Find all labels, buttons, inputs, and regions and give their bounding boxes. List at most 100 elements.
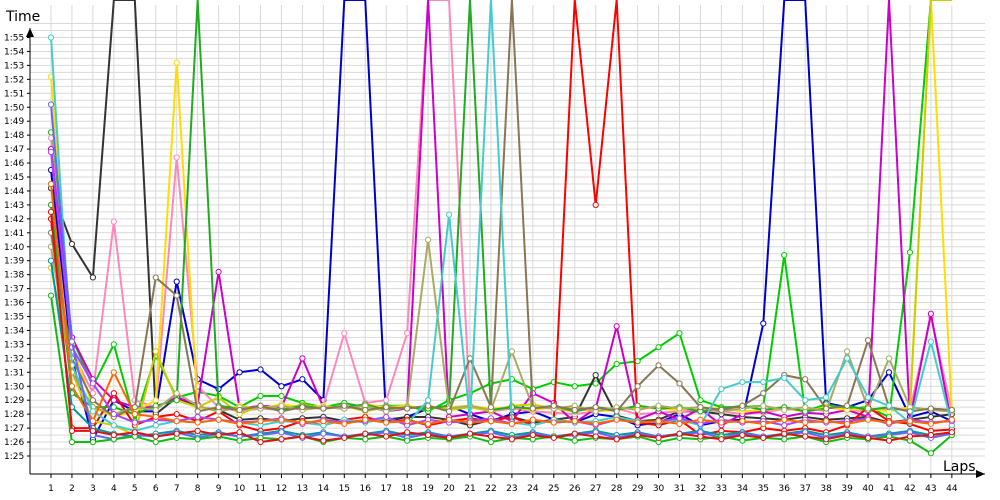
data-point	[236, 406, 243, 414]
data-point	[844, 348, 851, 355]
data-point	[550, 402, 557, 409]
x-tick-label: 28	[611, 484, 623, 494]
data-point	[110, 422, 117, 429]
data-point	[89, 397, 97, 404]
data-point	[236, 437, 243, 444]
x-tick-label: 36	[779, 484, 791, 494]
data-point	[299, 376, 306, 383]
x-tick-label: 43	[925, 484, 936, 494]
data-point	[299, 355, 306, 362]
data-point	[613, 323, 620, 330]
data-point	[425, 431, 432, 439]
x-tick-label: 15	[339, 484, 350, 494]
data-point	[927, 405, 935, 412]
data-point	[718, 385, 725, 393]
data-point	[906, 433, 914, 440]
data-point	[844, 420, 851, 428]
data-point	[760, 320, 767, 327]
data-point	[47, 180, 55, 188]
data-point	[823, 436, 830, 443]
data-point	[571, 383, 578, 390]
x-tick-label: 4	[111, 484, 117, 494]
data-point	[173, 430, 180, 437]
data-point	[89, 408, 97, 415]
x-tick-label: 26	[569, 484, 581, 494]
y-tick-label: 1:27	[4, 424, 24, 434]
data-point	[592, 380, 599, 387]
data-point	[173, 292, 180, 299]
data-point	[89, 380, 97, 387]
x-tick-label: 34	[737, 484, 749, 494]
data-point	[320, 437, 327, 444]
x-tick-label: 20	[443, 484, 455, 494]
x-tick-label: 42	[904, 484, 915, 494]
x-tick-label: 32	[695, 484, 706, 494]
y-tick-labels: 1:25 1:26 1:27 1:28 1:29 1:30 1:31 1:32 1:33 1:34…	[4, 34, 30, 462]
y-tick-label: 1:49	[4, 117, 24, 127]
data-point	[927, 431, 935, 439]
data-point	[571, 418, 578, 425]
data-point	[948, 406, 955, 414]
data-point	[173, 59, 180, 66]
data-point	[927, 450, 935, 457]
data-point	[131, 419, 138, 426]
y-tick-label: 1:41	[4, 229, 24, 239]
data-point	[278, 408, 285, 415]
data-point	[110, 341, 117, 348]
data-point	[236, 420, 243, 428]
data-point	[383, 397, 390, 404]
data-point	[110, 390, 117, 397]
data-point	[89, 427, 97, 434]
data-point	[760, 390, 767, 397]
data-point	[676, 405, 683, 412]
data-point	[341, 434, 348, 441]
data-point	[466, 430, 474, 437]
y-tick-label: 1:51	[4, 89, 24, 99]
data-point	[781, 416, 788, 423]
data-point	[487, 418, 495, 425]
data-point	[948, 429, 955, 436]
data-point	[613, 408, 620, 415]
data-point	[445, 416, 453, 423]
data-point	[718, 406, 725, 414]
data-point	[131, 411, 138, 418]
data-point	[425, 236, 432, 243]
x-tick-label: 38	[820, 484, 832, 494]
x-tick-label: 33	[716, 484, 727, 494]
y-tick-label: 1:39	[4, 257, 24, 267]
data-point	[718, 419, 725, 426]
data-point	[592, 371, 599, 379]
data-point	[571, 437, 578, 444]
data-point	[47, 257, 55, 264]
data-point	[948, 416, 955, 423]
data-point	[236, 369, 243, 376]
data-point	[173, 278, 180, 285]
x-tick-label: 6	[153, 484, 159, 494]
data-point	[906, 418, 914, 425]
series-line	[50, 151, 952, 427]
data-point	[89, 274, 97, 281]
x-tick-label: 23	[506, 484, 517, 494]
data-point	[445, 408, 453, 415]
y-tick-label: 1:52	[4, 75, 24, 85]
series-18	[47, 208, 955, 446]
data-point	[697, 416, 704, 423]
data-point	[299, 433, 306, 440]
data-point	[927, 413, 935, 421]
data-point	[215, 404, 222, 411]
data-point	[257, 418, 264, 425]
y-tick-label: 1:40	[4, 243, 24, 253]
data-point	[802, 433, 809, 440]
data-point	[927, 338, 935, 345]
data-point	[257, 366, 264, 373]
data-point	[655, 344, 662, 351]
data-point	[362, 430, 369, 437]
data-point	[927, 310, 935, 317]
data-point	[655, 434, 662, 441]
data-point	[68, 427, 76, 434]
data-point	[257, 438, 264, 446]
data-point	[425, 420, 432, 428]
y-tick-label: 1:48	[4, 131, 24, 141]
y-tick-label: 1:55	[4, 34, 24, 44]
data-point	[592, 404, 599, 411]
